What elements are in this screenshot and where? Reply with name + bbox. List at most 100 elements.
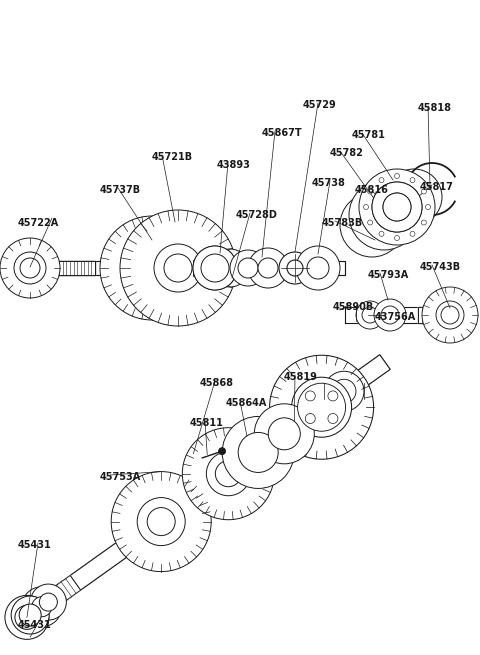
Circle shape: [386, 169, 442, 225]
Circle shape: [395, 236, 399, 240]
Circle shape: [328, 413, 338, 424]
Circle shape: [340, 193, 404, 257]
Circle shape: [279, 252, 311, 284]
Text: 45868: 45868: [200, 378, 234, 388]
Text: 45819: 45819: [284, 372, 318, 382]
Text: 45783B: 45783B: [322, 218, 363, 228]
Circle shape: [0, 238, 60, 298]
Circle shape: [216, 460, 241, 487]
Text: 45864A: 45864A: [226, 398, 267, 408]
Text: 45811: 45811: [190, 418, 224, 428]
Circle shape: [410, 178, 415, 183]
Circle shape: [254, 404, 314, 464]
Circle shape: [222, 417, 294, 489]
Polygon shape: [18, 581, 73, 627]
Text: 45738: 45738: [312, 178, 346, 188]
Text: 45890B: 45890B: [333, 302, 374, 312]
Circle shape: [354, 207, 390, 243]
Circle shape: [39, 593, 57, 611]
Circle shape: [383, 193, 411, 221]
Circle shape: [359, 169, 435, 245]
Circle shape: [287, 260, 303, 276]
Circle shape: [201, 254, 229, 282]
Circle shape: [305, 413, 315, 424]
Text: 45431: 45431: [18, 620, 52, 630]
Circle shape: [14, 252, 46, 284]
Text: 45721B: 45721B: [152, 152, 193, 162]
Polygon shape: [10, 263, 45, 274]
Circle shape: [379, 231, 384, 236]
Circle shape: [332, 379, 356, 403]
Circle shape: [381, 306, 399, 324]
Circle shape: [20, 258, 40, 278]
Circle shape: [372, 182, 422, 232]
Circle shape: [11, 596, 49, 634]
Circle shape: [372, 182, 422, 232]
Circle shape: [193, 246, 237, 290]
Text: 45729: 45729: [303, 100, 337, 110]
Polygon shape: [7, 354, 390, 635]
Circle shape: [154, 244, 202, 292]
Circle shape: [305, 391, 315, 401]
Circle shape: [137, 498, 185, 546]
Circle shape: [421, 220, 426, 225]
Polygon shape: [418, 307, 462, 323]
Polygon shape: [45, 261, 95, 275]
Circle shape: [383, 193, 411, 221]
Circle shape: [291, 377, 351, 438]
Circle shape: [218, 447, 226, 455]
Circle shape: [268, 418, 300, 450]
Circle shape: [298, 383, 346, 431]
Polygon shape: [45, 261, 95, 275]
Circle shape: [238, 432, 278, 472]
Circle shape: [398, 181, 430, 213]
Circle shape: [441, 306, 459, 324]
Circle shape: [19, 604, 41, 626]
Circle shape: [324, 371, 364, 411]
Circle shape: [328, 391, 338, 401]
Circle shape: [15, 605, 39, 629]
Circle shape: [349, 180, 419, 250]
Text: 43756A: 43756A: [375, 312, 416, 322]
Circle shape: [5, 595, 49, 639]
Circle shape: [395, 174, 399, 179]
Circle shape: [22, 587, 62, 627]
Polygon shape: [12, 261, 345, 275]
Circle shape: [436, 301, 464, 329]
Circle shape: [182, 428, 275, 519]
Text: 45431: 45431: [18, 540, 52, 550]
Text: 45722A: 45722A: [18, 218, 59, 228]
Text: 45743B: 45743B: [420, 262, 461, 272]
Circle shape: [126, 242, 178, 294]
Circle shape: [363, 204, 369, 210]
Text: 45818: 45818: [418, 103, 452, 113]
Circle shape: [422, 287, 478, 343]
Circle shape: [230, 250, 266, 286]
Text: 45817: 45817: [420, 182, 454, 192]
Circle shape: [368, 220, 372, 225]
Circle shape: [362, 307, 378, 323]
Circle shape: [238, 258, 258, 278]
Polygon shape: [7, 576, 81, 635]
Text: 45737B: 45737B: [100, 185, 141, 195]
Text: 45867T: 45867T: [262, 128, 302, 138]
Circle shape: [270, 355, 373, 459]
Circle shape: [193, 246, 237, 290]
Polygon shape: [345, 307, 468, 323]
Text: 45816: 45816: [355, 185, 389, 195]
Text: 45782: 45782: [330, 148, 364, 158]
Circle shape: [248, 248, 288, 288]
Polygon shape: [418, 307, 462, 323]
Circle shape: [211, 249, 249, 287]
Circle shape: [138, 254, 166, 282]
Circle shape: [100, 216, 204, 320]
Circle shape: [374, 299, 406, 331]
Text: 45753A: 45753A: [100, 472, 141, 482]
Text: 45728D: 45728D: [236, 210, 278, 220]
Circle shape: [111, 472, 211, 572]
Circle shape: [206, 452, 251, 496]
Circle shape: [147, 508, 175, 536]
Circle shape: [201, 254, 229, 282]
Text: 45793A: 45793A: [368, 270, 409, 280]
Circle shape: [410, 231, 415, 236]
